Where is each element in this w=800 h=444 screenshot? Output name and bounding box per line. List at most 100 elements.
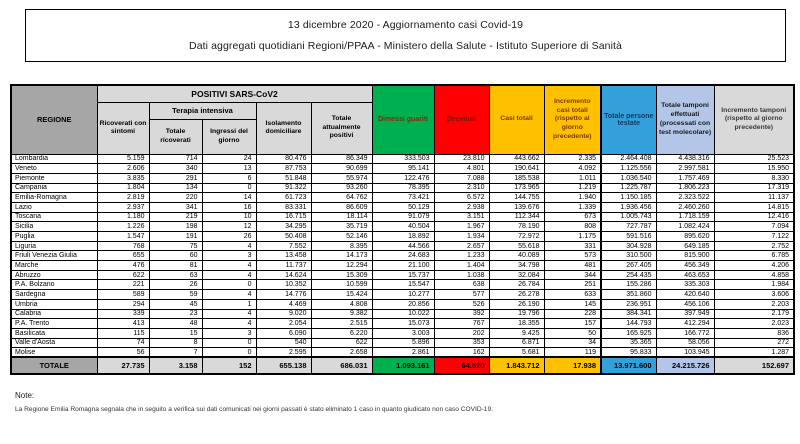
region-cell: Lazio	[10, 201, 98, 213]
value-cell: 198	[148, 221, 203, 232]
value-cell: 727.787	[600, 221, 657, 232]
value-cell: 341	[148, 201, 203, 213]
value-cell: 95.833	[600, 347, 657, 358]
value-cell: 220	[148, 192, 203, 203]
value-cell: 4.801	[433, 163, 490, 174]
value-cell: 83.331	[255, 201, 312, 213]
value-cell: 40.504	[371, 221, 435, 232]
value-cell: 1.011	[543, 172, 602, 184]
total-value-cell: 152	[201, 356, 257, 375]
table-row: P.A. Trento 413 48 4 2.054 2.515 15.073 767 18.3…	[10, 318, 795, 329]
value-cell: 649.185	[655, 240, 715, 252]
value-cell: 4	[201, 269, 257, 281]
value-cell: 4	[201, 289, 257, 300]
value-cell: 333.503	[371, 153, 435, 165]
value-cell: 18.892	[371, 231, 435, 242]
value-cell: 78.395	[371, 182, 435, 194]
value-cell: 8.330	[713, 172, 795, 184]
value-cell: 0	[201, 347, 257, 358]
total-value-cell: 13.971.600	[600, 356, 657, 375]
table-row: Sardegna 589 59 4 14.776 15.424 10.277 577 26.27…	[10, 289, 795, 300]
value-cell: 14.815	[713, 201, 795, 213]
region-cell: Friuli Venezia Giulia	[10, 250, 98, 262]
value-cell: 14.776	[255, 289, 312, 300]
table-row: Piemonte 3.835 291 6 51.848 55.974 122.476 7.08…	[10, 172, 795, 184]
value-cell: 26	[148, 279, 203, 291]
value-cell: 3.003	[371, 327, 435, 339]
value-cell: 145	[543, 298, 602, 310]
value-cell: 7	[148, 347, 203, 358]
value-cell: 81	[148, 260, 203, 271]
value-cell: 13	[201, 163, 257, 174]
col-group-positivi: POSITIVI SARS-CoV2	[96, 84, 373, 103]
value-cell: 2.937	[96, 201, 150, 213]
region-cell: Puglia	[10, 231, 98, 242]
value-cell: 185.538	[488, 172, 545, 184]
value-cell: 0	[201, 337, 257, 349]
value-cell: 412.294	[655, 318, 715, 329]
value-cell: 3.151	[433, 211, 490, 223]
value-cell: 353	[433, 337, 490, 349]
value-cell: 139.676	[488, 201, 545, 213]
value-cell: 144.793	[600, 318, 657, 329]
value-cell: 15.547	[371, 279, 435, 291]
value-cell: 1.219	[543, 182, 602, 194]
total-label-cell: TOTALE	[10, 356, 98, 375]
note-text: La Regione Emilia Romagna segnala che in…	[15, 406, 493, 413]
value-cell: 815.900	[655, 250, 715, 262]
value-cell: 384.341	[600, 308, 657, 320]
value-cell: 115	[96, 327, 150, 339]
col-header-dimessi-guariti: Dimessi guariti	[371, 84, 435, 155]
value-cell: 78.190	[488, 221, 545, 232]
value-cell: 61.723	[255, 192, 312, 203]
value-cell: 2.819	[96, 192, 150, 203]
table-row: Valle d'Aosta 74 8 0 540 622 5.896 353 6.871 34 35…	[10, 337, 795, 349]
value-cell: 2.310	[433, 182, 490, 194]
value-cell: 64.762	[310, 192, 373, 203]
value-cell: 4.092	[543, 163, 602, 174]
value-cell: 1.339	[543, 201, 602, 213]
value-cell: 11.137	[713, 192, 795, 203]
region-cell: Emilia-Romagna	[10, 192, 98, 203]
region-cell: Abruzzo	[10, 269, 98, 281]
value-cell: 392	[433, 308, 490, 320]
value-cell: 2.460.260	[655, 201, 715, 213]
value-cell: 335.303	[655, 279, 715, 291]
region-cell: P.A. Trento	[10, 318, 98, 329]
value-cell: 144.755	[488, 192, 545, 203]
value-cell: 173.965	[488, 182, 545, 194]
value-cell: 573	[543, 250, 602, 262]
table-row: Basilicata 115 15 3 6.090 6.220 3.003 202 9.425 5…	[10, 327, 795, 339]
value-cell: 55.974	[310, 172, 373, 184]
value-cell: 15.424	[310, 289, 373, 300]
value-cell: 16.715	[255, 211, 312, 223]
value-cell: 55.618	[488, 240, 545, 252]
col-header-incremento-casi: Incremento casi totali (rispetto al gior…	[543, 84, 602, 155]
value-cell: 767	[433, 318, 490, 329]
col-header-casi-totali: Casi totali	[488, 84, 545, 155]
value-cell: 1.404	[433, 260, 490, 271]
value-cell: 9.382	[310, 308, 373, 320]
total-value-cell: 1.093.161	[371, 356, 435, 375]
value-cell: 1.125.556	[600, 163, 657, 174]
value-cell: 540	[255, 337, 312, 349]
value-cell: 294	[96, 298, 150, 310]
region-cell: Umbria	[10, 298, 98, 310]
value-cell: 4.206	[713, 260, 795, 271]
col-header-ricoverati-sintomi: Ricoverati con sintomi	[96, 101, 150, 155]
value-cell: 26.784	[488, 279, 545, 291]
table-row: Emilia-Romagna 2.819 220 14 61.723 64.762 73.4…	[10, 192, 795, 203]
value-cell: 2.179	[713, 308, 795, 320]
value-cell: 2.203	[713, 298, 795, 310]
value-cell: 1.150.185	[600, 192, 657, 203]
region-cell: Campania	[10, 182, 98, 194]
value-cell: 267.405	[600, 260, 657, 271]
value-cell: 35.719	[310, 221, 373, 232]
value-cell: 5.159	[96, 153, 150, 165]
value-cell: 7.094	[713, 221, 795, 232]
value-cell: 339	[96, 308, 150, 320]
value-cell: 14.624	[255, 269, 312, 281]
value-cell: 836	[713, 327, 795, 339]
value-cell: 0	[201, 182, 257, 194]
